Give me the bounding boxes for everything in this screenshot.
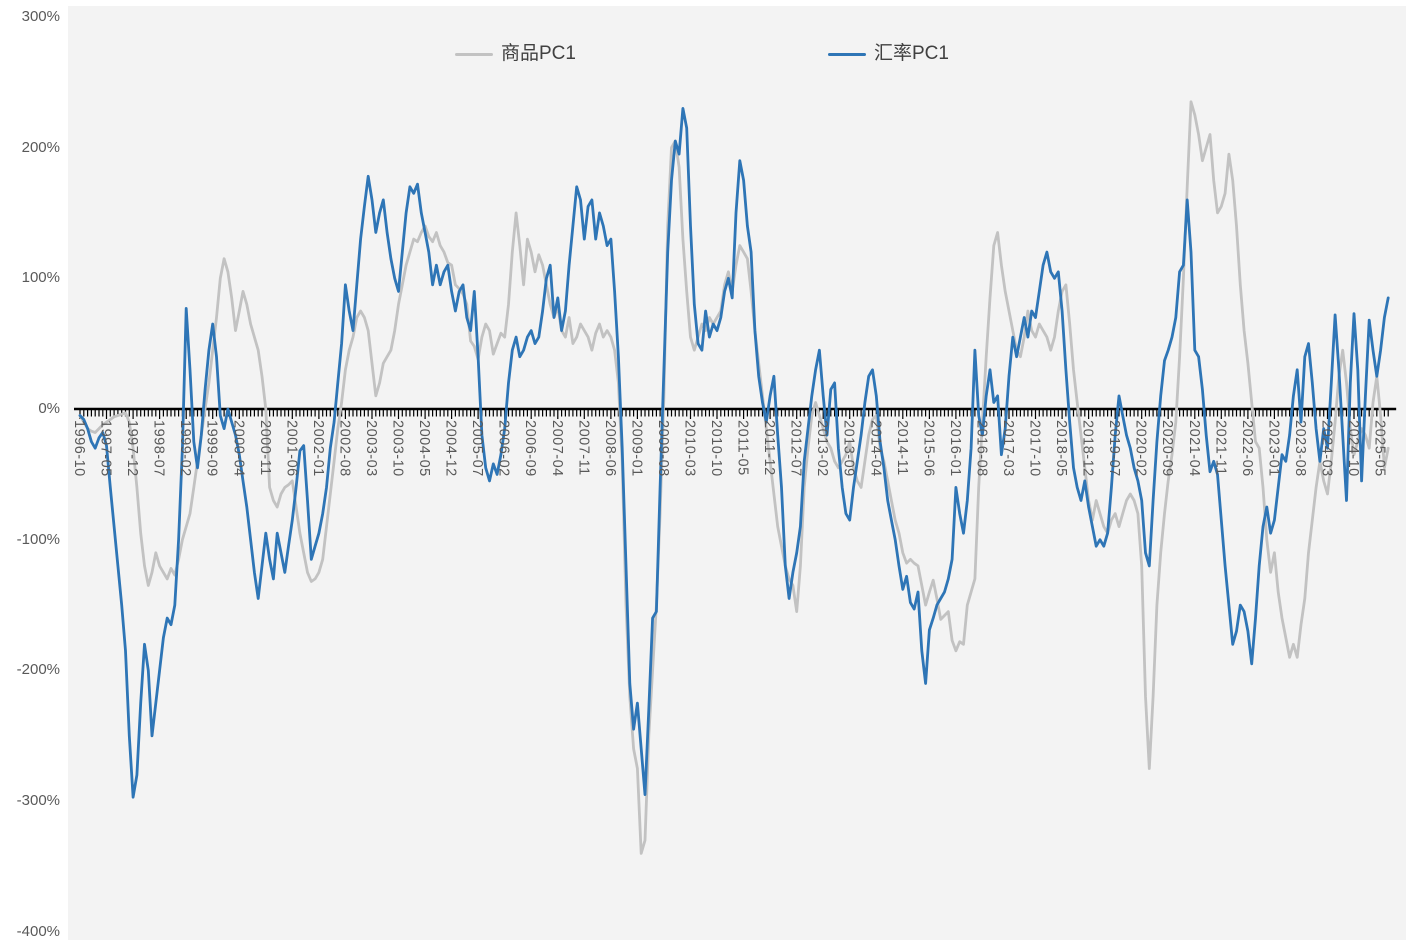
series-line-1 — [78, 107, 1390, 799]
x-tick-label: 2006-09 — [522, 420, 539, 477]
x-tick-label: 2001-06 — [283, 420, 300, 477]
exchange-pc1-line-swatch — [827, 52, 866, 57]
x-tick-label: 2005-07 — [469, 420, 486, 477]
x-tick-label: 2011-12 — [761, 420, 778, 476]
x-tick-label: 2009-08 — [654, 420, 671, 477]
x-tick-label: 2007-04 — [548, 420, 565, 477]
y-tick-label: 100% — [21, 269, 60, 287]
legend-label-commodity-pc1: 商品PC1 — [501, 43, 576, 64]
legend-item-commodity-pc1: 商品PC1 — [455, 44, 576, 65]
x-tick-label: 2011-05 — [734, 420, 751, 476]
x-tick-label: 2004-12 — [442, 420, 459, 477]
x-tick-label: 2012-07 — [787, 420, 804, 477]
x-tick-label: 2002-01 — [309, 420, 326, 477]
x-tick-label: 1998-07 — [150, 420, 167, 477]
x-tick-label: 2024-10 — [1345, 420, 1362, 477]
x-tick-label: 2013-02 — [814, 420, 831, 477]
x-tick-label: 2018-05 — [1053, 420, 1070, 477]
x-tick-label: 2021-11 — [1212, 420, 1229, 476]
x-tick-label: 2006-02 — [495, 420, 512, 477]
x-tick-label: 1997-12 — [124, 420, 141, 477]
x-axis — [74, 407, 1397, 419]
x-tick-label: 2020-09 — [1159, 420, 1176, 477]
x-tick-label: 2010-10 — [708, 420, 725, 477]
legend: 商品PC1 汇率PC1 — [455, 44, 949, 65]
x-tick-label: 1996-10 — [71, 420, 87, 477]
x-tick-label: 2022-06 — [1238, 420, 1255, 477]
x-tick-label: 2019-07 — [1106, 420, 1123, 477]
x-tick-label: 2017-10 — [1026, 420, 1043, 477]
series-line-0 — [78, 100, 1390, 855]
x-tick-label: 2021-04 — [1185, 420, 1202, 477]
y-tick-label: -300% — [16, 792, 60, 810]
x-tick-label: 2023-01 — [1265, 420, 1282, 477]
x-tick-label: 2016-01 — [946, 420, 963, 477]
x-tick-label: 2024-03 — [1318, 420, 1335, 477]
x-tick-label: 2008-06 — [601, 420, 618, 477]
x-tick-label: 1997-05 — [97, 420, 114, 477]
x-tick-label: 2023-08 — [1291, 420, 1308, 477]
x-tick-label: 2020-02 — [1132, 420, 1149, 477]
commodity-pc1-line-swatch — [455, 52, 493, 57]
x-tick-label: 2003-03 — [362, 420, 379, 477]
legend-label-exchange-pc1: 汇率PC1 — [873, 43, 949, 64]
x-tick-label: 2025-05 — [1371, 420, 1388, 477]
x-tick-label: 2002-08 — [336, 420, 353, 477]
x-tick-label: 2000-11 — [256, 420, 273, 476]
x-tick-label: 2014-04 — [867, 420, 884, 477]
x-tick-label: 2010-03 — [681, 420, 698, 477]
y-tick-label: 300% — [21, 7, 60, 25]
x-tick-label: 2009-01 — [628, 420, 645, 477]
x-tick-label: 2013-09 — [840, 420, 857, 477]
x-tick-label: 2015-06 — [920, 420, 937, 477]
x-tick-label: 2007-11 — [575, 420, 592, 476]
plot-area-background — [68, 6, 1406, 940]
y-tick-label: -400% — [16, 922, 60, 940]
y-tick-label: -100% — [16, 530, 60, 548]
x-tick-label: 2014-11 — [893, 420, 910, 476]
legend-item-exchange-pc1: 汇率PC1 — [827, 43, 949, 65]
y-tick-label: 200% — [21, 138, 60, 156]
data-series-lines — [78, 100, 1390, 855]
x-tick-label: 2018-12 — [1079, 420, 1096, 477]
y-tick-label: -200% — [16, 661, 60, 679]
x-tick-label: 1999-09 — [203, 420, 220, 477]
x-tick-label: 2000-04 — [230, 420, 247, 477]
x-tick-label: 1999-02 — [177, 420, 194, 477]
x-tick-label: 2003-10 — [389, 420, 406, 477]
x-tick-label: 2004-05 — [416, 420, 433, 477]
x-tick-label: 2016-08 — [973, 420, 990, 477]
y-tick-label: 0% — [38, 400, 60, 417]
x-tick-label: 2017-03 — [999, 420, 1016, 477]
